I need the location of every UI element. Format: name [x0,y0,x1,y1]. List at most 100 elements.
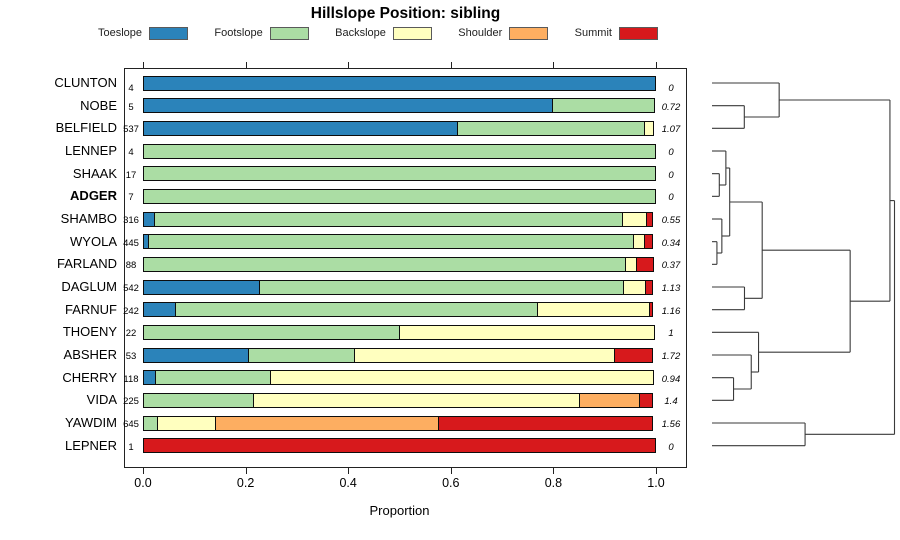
h-value: 1.4 [664,396,678,408]
h-value: 1 [668,328,674,340]
bar-segment-toeslope [143,120,459,136]
legend-label: Summit [574,27,612,39]
bar-row-clunton [143,75,656,91]
n-value: 316 [123,215,139,226]
bar-segment-summit [614,347,653,363]
row-label-cherry: CHERRY [62,369,117,385]
bar-segment-backslope [252,392,581,408]
h-value: 0 [668,192,674,204]
n-value: 542 [123,283,139,294]
bar-row-adger [143,188,656,204]
bar-segment-footslope [143,415,159,431]
legend-swatch-summit [618,26,658,40]
bar-segment-footslope [143,143,656,159]
n-value: 4 [128,83,134,94]
bar-segment-footslope [248,347,355,363]
bar-row-wyola [143,234,653,250]
h-value: 0.37 [661,260,681,272]
bar-segment-toeslope [143,347,250,363]
n-value: 22 [125,328,137,340]
bar-row-shambo [143,211,653,227]
bar-segment-footslope [174,302,538,318]
bar-segment-backslope [398,324,655,340]
legend-item-toeslope: Toeslope [98,26,189,40]
row-label-thoeny: THOENY [62,324,117,340]
bar-segment-shoulder [215,415,439,431]
row-label-clunton: CLUNTON [54,75,117,90]
bar-segment-backslope [157,415,217,431]
bar-segment-backslope [353,347,615,363]
bar-segment-summit [143,438,656,454]
legend-item-shoulder: Shoulder [458,26,549,40]
bar-row-yawdim [143,415,653,431]
row-label-adger: ADGER [70,188,117,204]
row-label-daglum: DAGLUM [61,279,117,294]
bar-row-absher [143,347,653,363]
n-value: 537 [123,124,139,136]
x-axis-tick-top [245,62,247,68]
bar-segment-summit [437,415,653,431]
h-value: 1.56 [661,419,681,430]
x-axis-tick-top [348,62,350,68]
h-value: 0.55 [661,215,681,226]
bar-segment-backslope [536,302,650,318]
n-value: 4 [128,147,134,158]
bar-row-farland [143,256,654,272]
bar-segment-footslope [143,256,626,272]
n-value: 7 [128,192,134,204]
h-value: 1.07 [661,124,681,136]
legend: Toeslope Footslope Backslope Shoulder Summit [98,25,658,41]
x-axis-tick-label: 0.0 [134,476,152,490]
bar-segment-summit [646,211,653,227]
bar-segment-summit [635,256,654,272]
x-axis-tick-bottom [143,468,144,474]
bar-segment-toeslope [143,98,554,114]
n-value: 1 [128,441,134,453]
row-label-belfield: BELFIELD [55,120,117,136]
legend-item-backslope: Backslope [335,26,432,40]
legend-item-footslope: Footslope [214,26,309,40]
bar-segment-shoulder [579,392,641,408]
legend-item-summit: Summit [574,26,658,40]
bar-segment-footslope [258,279,624,295]
x-axis-tick-label: 0.2 [236,476,255,490]
n-value: 5 [128,101,134,113]
x-axis-tick-bottom [553,468,555,474]
bar-segment-toeslope [143,302,176,318]
plot-area-border [124,68,687,468]
row-label-lepner: LEPNER [64,437,117,453]
legend-label: Shoulder [458,27,503,39]
n-value: 17 [125,169,137,181]
bar-segment-backslope [622,279,646,295]
x-axis-tick-bottom [656,468,657,474]
row-label-farland: FARLAND [57,256,117,272]
bar-segment-footslope [143,188,656,204]
x-axis-tick-bottom [245,468,247,474]
legend-swatch-shoulder [509,26,549,40]
x-axis-tick-top [656,62,657,68]
chart-title: Hillslope Position: sibling [310,5,501,22]
bar-row-cherry [143,370,654,386]
bar-row-vida [143,392,653,408]
x-axis-tick-top [143,62,144,68]
row-label-shambo: SHAMBO [60,211,117,226]
row-label-absher: ABSHER [63,347,117,362]
h-value: 1.16 [661,305,681,317]
row-label-wyola: WYOLA [70,233,117,249]
bar-segment-footslope [143,392,254,408]
bar-row-belfield [143,120,654,136]
bar-segment-toeslope [143,75,656,91]
x-axis-tick-label: 0.4 [339,476,357,490]
bar-segment-backslope [270,370,654,386]
bar-segment-toeslope [143,279,260,295]
bar-row-farnuf [143,302,653,318]
x-axis-title: Proportion [369,503,430,518]
bar-segment-summit [639,392,653,408]
h-value: 0 [668,83,674,94]
n-value: 53 [125,351,137,362]
row-label-nobe: NOBE [80,97,117,113]
h-value: 0 [668,441,674,453]
bar-segment-footslope [552,98,655,114]
bar-segment-backslope [622,211,648,227]
bar-segment-footslope [154,211,624,227]
